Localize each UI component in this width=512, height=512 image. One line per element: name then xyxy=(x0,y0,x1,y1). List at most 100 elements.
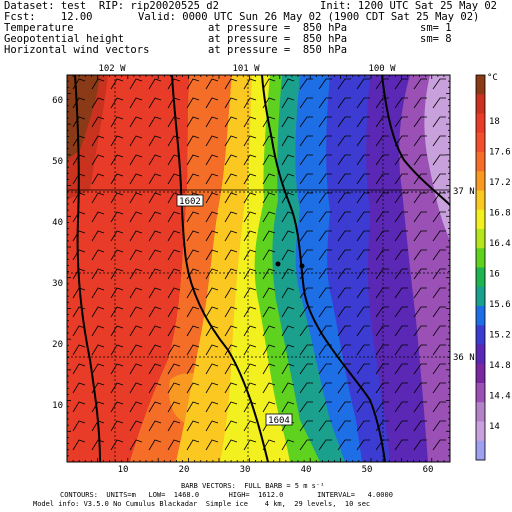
wind-barb xyxy=(281,306,295,318)
wind-barb xyxy=(91,287,105,299)
wind-barb xyxy=(148,116,162,128)
wind-barb xyxy=(205,78,219,90)
wind-barb xyxy=(337,382,351,394)
wind-barb xyxy=(299,173,313,185)
colorbar-label: 15.6 xyxy=(489,300,511,310)
wind-barb xyxy=(72,230,86,242)
wind-barb xyxy=(318,382,332,394)
colorbar-swatch xyxy=(476,171,485,191)
wind-barb xyxy=(205,154,219,166)
wind-barb xyxy=(72,363,86,375)
wind-barb xyxy=(129,192,143,204)
wind-barb xyxy=(281,78,295,90)
wind-barb xyxy=(281,287,295,299)
wind-barb xyxy=(186,173,200,185)
colorbar-swatch xyxy=(476,344,485,365)
wind-barb xyxy=(167,420,181,432)
colorbar-label: 14.8 xyxy=(489,361,511,371)
wind-barb xyxy=(337,116,351,128)
wind-barb xyxy=(432,249,446,261)
wind-barb xyxy=(224,135,238,147)
wind-barb xyxy=(432,154,446,166)
wind-barb xyxy=(394,97,408,109)
wind-barb xyxy=(394,325,408,337)
colorbar xyxy=(475,74,486,461)
wind-barb xyxy=(318,116,332,128)
wind-barb xyxy=(129,363,143,375)
wind-barb xyxy=(394,287,408,299)
wind-barb xyxy=(337,154,351,166)
wind-barb xyxy=(299,192,313,204)
wind-barb xyxy=(129,97,143,109)
wind-barb xyxy=(375,249,389,261)
wind-barb xyxy=(186,116,200,128)
wind-barb xyxy=(224,363,238,375)
wind-barb xyxy=(318,249,332,261)
wind-barb xyxy=(281,135,295,147)
field-level-height: at pressure = 850 hPa xyxy=(208,33,348,45)
wind-barb xyxy=(299,363,313,375)
y-tick-label: 50 xyxy=(52,157,63,167)
footer-barb: BARB VECTORS: FULL BARB = 5 m s⁻¹ xyxy=(181,482,325,490)
temp-band-orange xyxy=(130,75,232,462)
wind-barb xyxy=(167,287,181,299)
wind-barb xyxy=(224,230,238,242)
height-label: 1602 xyxy=(176,194,204,207)
wind-barb xyxy=(224,420,238,432)
wind-barb xyxy=(167,344,181,356)
wind-barb xyxy=(394,401,408,413)
wind-barb xyxy=(186,135,200,147)
colorbar-label: 17.2 xyxy=(489,178,511,188)
wind-barb xyxy=(129,420,143,432)
colorbar-swatch xyxy=(476,132,485,153)
wind-barb xyxy=(243,325,257,337)
wind-barb xyxy=(91,249,105,261)
temp-band-brown xyxy=(67,75,100,160)
wind-barb xyxy=(281,230,295,242)
wind-barb xyxy=(243,211,257,223)
wind-barb xyxy=(356,173,370,185)
wind-barb xyxy=(243,230,257,242)
colorbar-swatch xyxy=(476,363,485,384)
footer-model: Model info: V3.5.0 No Cumulus Blackadar … xyxy=(33,500,371,508)
wind-barb xyxy=(205,382,219,394)
wind-barb xyxy=(262,306,276,318)
wind-barb xyxy=(413,401,427,413)
wind-barb xyxy=(318,173,332,185)
wind-barb xyxy=(110,192,124,204)
wind-barb xyxy=(356,287,370,299)
field-level-temperature: at pressure = 850 hPa xyxy=(208,22,348,34)
wind-barb xyxy=(318,78,332,90)
wind-barb xyxy=(375,97,389,109)
wind-barb xyxy=(129,268,143,280)
wind-barb xyxy=(337,287,351,299)
wind-barb xyxy=(337,249,351,261)
wind-barb xyxy=(110,325,124,337)
wind-barb xyxy=(318,230,332,242)
wind-barb xyxy=(148,78,162,90)
wind-barb xyxy=(110,211,124,223)
colorbar-swatch xyxy=(476,267,485,288)
temp-band-gold xyxy=(176,75,252,462)
wind-barb xyxy=(243,344,257,356)
wind-barb xyxy=(394,78,408,90)
lon-label: 100 W xyxy=(368,64,396,74)
colorbar-label: 15.2 xyxy=(489,331,511,341)
wind-barb xyxy=(356,268,370,280)
wind-barb xyxy=(356,78,370,90)
wind-barb xyxy=(186,382,200,394)
y-tick-label: 40 xyxy=(52,218,63,228)
wind-barb xyxy=(167,382,181,394)
wind-barb xyxy=(281,192,295,204)
wind-barb xyxy=(148,135,162,147)
y-tick-label: 30 xyxy=(52,279,63,289)
wind-barb xyxy=(205,268,219,280)
wind-barb xyxy=(432,325,446,337)
wind-barb xyxy=(243,363,257,375)
colorbar-swatch xyxy=(476,286,485,307)
wind-barb xyxy=(224,154,238,166)
wind-barb xyxy=(262,401,276,413)
wind-barb xyxy=(262,344,276,356)
wind-barb xyxy=(110,420,124,432)
